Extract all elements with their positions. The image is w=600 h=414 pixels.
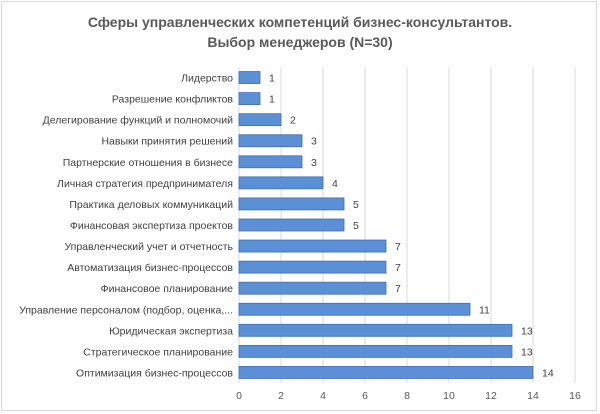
bar — [238, 366, 534, 379]
value-label: 7 — [395, 241, 401, 253]
value-label: 13 — [521, 325, 533, 337]
category-label: Автоматизация бизнес-процессов — [67, 262, 233, 274]
category-label: Финансовое планирование — [101, 283, 234, 295]
bar — [238, 281, 387, 295]
x-tick-labels: 0 2 4 6 8 10 12 14 16 — [236, 390, 581, 402]
bar — [238, 344, 513, 358]
category-label: Управление персоналом (подбор, оценка,..… — [19, 304, 233, 316]
category-label: Личная стратегия предпринимателя — [57, 178, 233, 190]
category-label: Лидерство — [181, 73, 233, 85]
value-label: 7 — [395, 262, 401, 274]
value-label: 2 — [290, 115, 296, 127]
value-label: 3 — [311, 157, 317, 169]
x-tick-label: 16 — [569, 390, 581, 402]
value-label: 11 — [479, 304, 490, 316]
x-tick-label: 4 — [320, 390, 326, 402]
category-label: Практика деловых коммуникаций — [69, 199, 233, 211]
chart-title-line1: Сферы управленческих компетенций бизнес-… — [87, 14, 513, 30]
category-label: Разрешение конфликтов — [112, 94, 234, 106]
bar — [238, 239, 387, 253]
category-label: Стратегическое планирование — [83, 346, 233, 358]
category-label: Управленческий учет и отчетность — [64, 241, 233, 253]
value-label: 13 — [521, 346, 533, 358]
value-label: 14 — [542, 367, 554, 379]
category-label: Финансовая экспертиза проектов — [70, 220, 234, 232]
value-label: 1 — [269, 73, 275, 85]
bar — [238, 302, 471, 316]
x-tick-label: 14 — [527, 390, 539, 402]
bar — [238, 71, 261, 84]
bar — [238, 134, 303, 148]
category-labels: Лидерство Разрешение конфликтов Делегирова… — [19, 73, 233, 380]
bars — [238, 71, 534, 379]
bar — [238, 155, 303, 169]
category-label: Делегирование функций и полномочий — [43, 115, 233, 127]
category-label: Оптимизация бизнес-процессов — [76, 367, 233, 379]
x-tick-label: 10 — [443, 390, 455, 402]
bar — [238, 218, 345, 232]
value-label: 5 — [353, 199, 359, 211]
value-label: 7 — [395, 283, 401, 295]
x-tick-label: 2 — [278, 390, 284, 402]
value-label: 5 — [353, 220, 359, 232]
bar — [238, 92, 261, 105]
value-label: 3 — [311, 136, 317, 148]
x-tick-label: 0 — [236, 390, 242, 402]
bar — [238, 260, 387, 274]
category-label: Юридическая экспертиза — [109, 325, 233, 337]
category-label: Партнерские отношения в бизнесе — [63, 157, 233, 169]
chart-title: Сферы управленческих компетенций бизнес-… — [0, 12, 600, 52]
x-tick-label: 8 — [404, 390, 410, 402]
x-tick-label: 12 — [485, 390, 497, 402]
bar — [238, 197, 345, 211]
value-label: 1 — [269, 94, 275, 106]
bar — [238, 113, 282, 127]
bar — [238, 176, 324, 190]
chart-title-line2: Выбор менеджеров (N=30) — [207, 34, 393, 50]
value-label: 4 — [332, 178, 338, 190]
x-tick-label: 6 — [362, 390, 368, 402]
bar — [238, 323, 513, 337]
category-label: Навыки принятия решений — [101, 136, 233, 148]
